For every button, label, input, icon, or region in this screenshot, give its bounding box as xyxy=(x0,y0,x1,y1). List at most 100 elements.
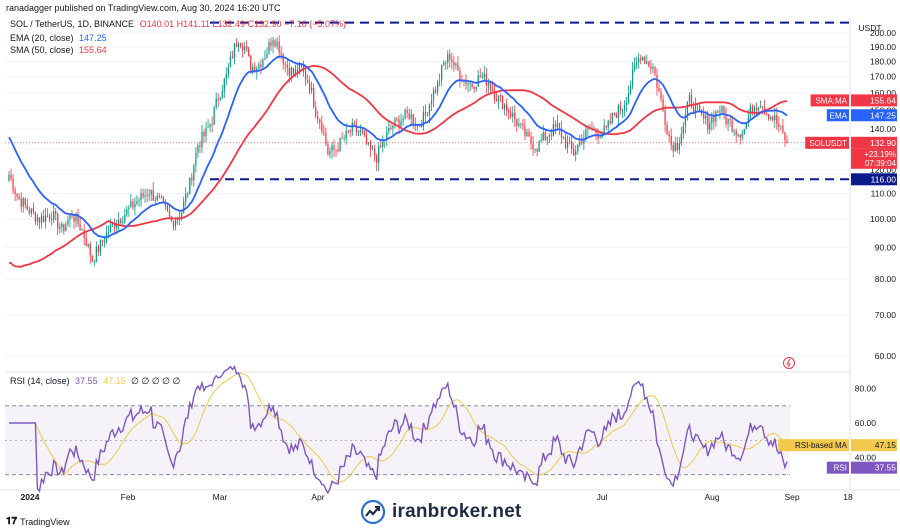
legend-rsi-value: 37.55 xyxy=(75,376,98,386)
candle-body xyxy=(692,107,695,113)
candle-body xyxy=(540,140,542,141)
candle-body xyxy=(365,135,368,145)
candle-body xyxy=(207,127,209,128)
candle-body xyxy=(306,79,309,83)
price-tick-label: 180.00 xyxy=(870,56,896,66)
candle-body xyxy=(759,106,762,108)
price-tick-label: 140.00 xyxy=(870,124,896,134)
sma-tag-value: 155.64 xyxy=(870,95,896,105)
time-label: Sep xyxy=(784,492,799,502)
candle-body xyxy=(638,58,640,63)
candle-body xyxy=(355,124,357,132)
candle-body xyxy=(617,105,620,118)
rsi-tag-label-bg xyxy=(826,461,849,474)
candle-body xyxy=(508,110,510,113)
candle-body xyxy=(546,136,548,140)
candle-body xyxy=(739,135,741,138)
candle-body xyxy=(514,112,516,120)
publish-info: ranadagger published on TradingView.com,… xyxy=(6,3,281,13)
candle-body xyxy=(434,90,437,93)
candle-body xyxy=(203,132,205,137)
legend-ema-label: EMA (20, close) xyxy=(10,33,74,43)
candle-body xyxy=(420,125,422,127)
candle-body xyxy=(272,40,274,46)
candle-body xyxy=(97,246,100,253)
candle-body xyxy=(341,138,343,140)
candle-body xyxy=(674,143,676,152)
broker-logo-icon xyxy=(360,499,386,525)
candle-body xyxy=(61,224,63,228)
legend-ema-row[interactable]: EMA (20, close) 147.25 xyxy=(10,33,107,43)
candle-body xyxy=(703,114,705,119)
candle-body xyxy=(717,111,719,113)
ema-tag-value: 147.25 xyxy=(870,110,896,120)
candle-body xyxy=(34,211,37,222)
support-tag-value-bg xyxy=(851,173,897,186)
candle-body xyxy=(544,132,546,140)
candle-body xyxy=(290,67,292,76)
candle-body xyxy=(91,255,93,262)
candle-body xyxy=(284,63,286,65)
candle-body xyxy=(12,179,14,191)
candle-body xyxy=(282,53,284,64)
candle-body xyxy=(562,137,565,139)
candle-body xyxy=(542,132,544,141)
candle-body xyxy=(510,112,512,117)
candle-body xyxy=(715,111,717,122)
candle-body xyxy=(209,124,211,128)
candle-body xyxy=(132,201,134,208)
price-tick-label: 110.00 xyxy=(871,189,897,199)
candle-body xyxy=(770,116,772,120)
candle-body xyxy=(780,125,782,127)
candle-body xyxy=(471,83,473,88)
legend-rsi-extra: ∅ ∅ ∅ ∅ ∅ xyxy=(131,376,181,386)
candle-body xyxy=(735,130,737,136)
candle-body xyxy=(148,194,150,196)
legend-symbol-row[interactable]: SOL / TetherUS, 1D, BINANCE O140.01 H141… xyxy=(10,19,346,29)
time-label: 18 xyxy=(843,492,853,502)
sma-tag-label: SMA:MA xyxy=(815,96,847,105)
candle-body xyxy=(690,94,693,108)
candle-body xyxy=(684,114,687,126)
legend-rsi-row[interactable]: RSI (14, close) 37.55 47.15 ∅ ∅ ∅ ∅ ∅ xyxy=(10,376,180,387)
candle-body xyxy=(380,146,382,147)
candle-body xyxy=(652,67,654,69)
candle-body xyxy=(367,142,370,145)
candle-body xyxy=(197,145,199,153)
legend-sma-row[interactable]: SMA (50, close) 155.64 xyxy=(10,45,107,55)
legend-ema-value: 147.25 xyxy=(79,33,107,43)
candle-body xyxy=(109,224,112,233)
candle-body xyxy=(270,42,272,46)
candle-body xyxy=(325,132,327,145)
ema-20-line xyxy=(8,55,788,239)
candle-body xyxy=(345,130,347,139)
candle-body xyxy=(288,67,290,76)
candle-body xyxy=(599,137,601,139)
candle-body xyxy=(642,56,644,61)
candle-body xyxy=(487,82,490,86)
candle-body xyxy=(256,68,258,72)
candle-body xyxy=(371,148,374,150)
candle-body xyxy=(353,122,355,125)
price-tick-label: 200.00 xyxy=(870,28,896,38)
candle-body xyxy=(221,91,223,98)
candle-body xyxy=(648,61,650,66)
candle-body xyxy=(254,66,256,72)
support-tag-value: 116.00 xyxy=(871,174,897,184)
rsi-ma-tag-value: 47.15 xyxy=(875,440,897,450)
candle-body xyxy=(59,227,61,229)
candle-body xyxy=(445,62,447,64)
candle-body xyxy=(713,116,715,122)
candle-body xyxy=(631,69,634,86)
rsi-tag-label: RSI xyxy=(834,464,847,473)
tradingview-brand[interactable]: 𝟏𝟕 TradingView xyxy=(6,516,70,527)
candle-body xyxy=(711,116,713,124)
candle-body xyxy=(187,193,189,195)
candle-body xyxy=(28,209,30,214)
candle-body xyxy=(723,106,725,115)
candle-body xyxy=(457,63,459,71)
candle-body xyxy=(237,43,240,48)
candle-body xyxy=(42,215,45,222)
